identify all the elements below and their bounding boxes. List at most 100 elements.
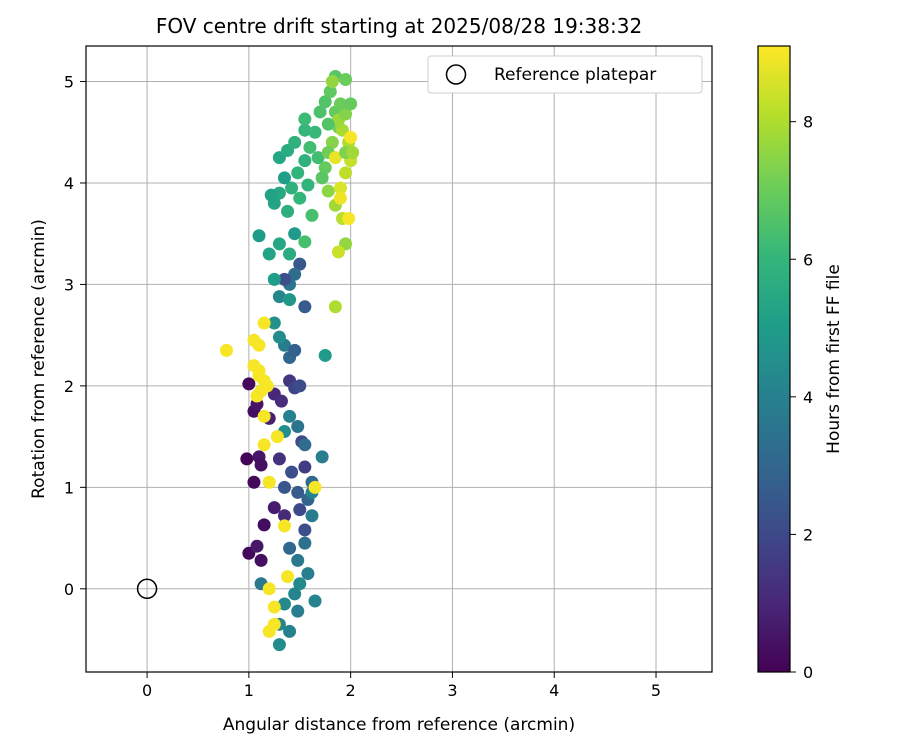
data-point xyxy=(301,567,315,581)
data-point xyxy=(291,604,305,618)
data-point xyxy=(252,364,266,378)
data-point xyxy=(277,509,291,523)
data-point xyxy=(315,171,329,185)
data-point xyxy=(240,452,254,466)
x-tick-label: 1 xyxy=(244,681,254,700)
data-point xyxy=(344,97,358,111)
data-point xyxy=(298,300,312,314)
y-axis-ticks: 0 1 2 3 4 5 xyxy=(64,73,86,599)
data-point xyxy=(301,178,315,192)
data-point xyxy=(257,409,271,423)
data-point xyxy=(262,475,276,489)
scatter-points xyxy=(219,69,360,652)
data-point xyxy=(247,475,261,489)
data-point xyxy=(262,624,276,638)
data-point xyxy=(293,379,307,393)
y-tick-label: 3 xyxy=(64,275,74,294)
data-point xyxy=(321,117,335,131)
x-axis-label: Angular distance from reference (arcmin) xyxy=(223,715,575,735)
chart-title: FOV centre drift starting at 2025/08/28 … xyxy=(156,14,642,38)
colorbar-label: Hours from first FF file xyxy=(824,264,844,454)
data-point xyxy=(298,460,312,474)
data-point xyxy=(285,465,299,479)
data-point xyxy=(291,553,305,567)
data-point xyxy=(257,316,271,330)
x-tick-label: 5 xyxy=(651,681,661,700)
data-point xyxy=(305,208,319,222)
data-point xyxy=(272,452,286,466)
colorbar-fill xyxy=(757,45,791,673)
data-point xyxy=(288,135,302,149)
data-point xyxy=(267,600,281,614)
data-point xyxy=(308,480,322,494)
y-axis-label: Rotation from reference (arcmin) xyxy=(29,219,49,499)
data-point xyxy=(298,112,312,126)
data-point xyxy=(331,245,345,259)
data-point xyxy=(321,184,335,198)
data-point xyxy=(267,501,281,515)
y-tick-label: 0 xyxy=(64,580,74,599)
data-point xyxy=(272,237,286,251)
data-point xyxy=(264,188,278,202)
data-point xyxy=(293,577,307,591)
data-point xyxy=(318,95,332,109)
data-point xyxy=(283,624,297,638)
data-point xyxy=(252,338,266,352)
data-point xyxy=(333,181,347,195)
data-point xyxy=(298,523,312,537)
reference-platepar-marker xyxy=(136,578,158,600)
data-point xyxy=(257,518,271,532)
data-point xyxy=(267,272,281,286)
data-point xyxy=(342,211,356,225)
data-point xyxy=(262,247,276,261)
data-point xyxy=(303,140,317,154)
data-point xyxy=(325,75,339,89)
data-point xyxy=(313,105,327,119)
data-point xyxy=(318,161,332,175)
y-tick-label: 1 xyxy=(64,478,74,497)
data-point xyxy=(325,135,339,149)
data-point xyxy=(250,539,264,553)
data-point xyxy=(252,229,266,243)
data-point xyxy=(305,509,319,523)
data-point xyxy=(298,438,312,452)
data-point xyxy=(288,227,302,241)
data-point xyxy=(283,541,297,555)
x-axis-ticks: 0 1 2 3 4 5 xyxy=(142,672,661,700)
data-point xyxy=(277,597,291,611)
data-point xyxy=(242,377,256,391)
data-point xyxy=(298,536,312,550)
colorbar-tick-label: 2 xyxy=(803,525,813,544)
legend: Reference platepar xyxy=(427,55,703,94)
data-point xyxy=(283,409,297,423)
grid-lines xyxy=(86,46,712,672)
data-point xyxy=(274,394,288,408)
colorbar-tick-label: 6 xyxy=(803,250,813,269)
data-point xyxy=(277,272,291,286)
data-point xyxy=(308,594,322,608)
data-point xyxy=(311,151,325,165)
data-point xyxy=(288,267,302,281)
data-point xyxy=(250,389,264,403)
data-point xyxy=(272,638,286,652)
data-point xyxy=(277,519,291,533)
y-tick-label: 2 xyxy=(64,377,74,396)
data-point xyxy=(219,343,233,357)
colorbar-tick-label: 4 xyxy=(803,388,813,407)
data-point xyxy=(333,191,347,205)
data-point xyxy=(298,235,312,249)
data-point xyxy=(298,123,312,137)
data-point xyxy=(291,485,305,499)
data-point xyxy=(339,166,353,180)
colorbar-ticks: 0 2 4 6 8 xyxy=(790,113,813,682)
data-point xyxy=(346,146,360,160)
y-tick-label: 4 xyxy=(64,174,74,193)
colorbar-tick-label: 8 xyxy=(803,113,813,132)
colorbar-tick-label: 0 xyxy=(803,663,813,682)
data-point xyxy=(298,154,312,168)
legend-box xyxy=(427,55,703,94)
data-point xyxy=(285,181,299,195)
x-tick-label: 0 xyxy=(142,681,152,700)
data-point xyxy=(293,503,307,517)
data-point xyxy=(315,450,329,464)
